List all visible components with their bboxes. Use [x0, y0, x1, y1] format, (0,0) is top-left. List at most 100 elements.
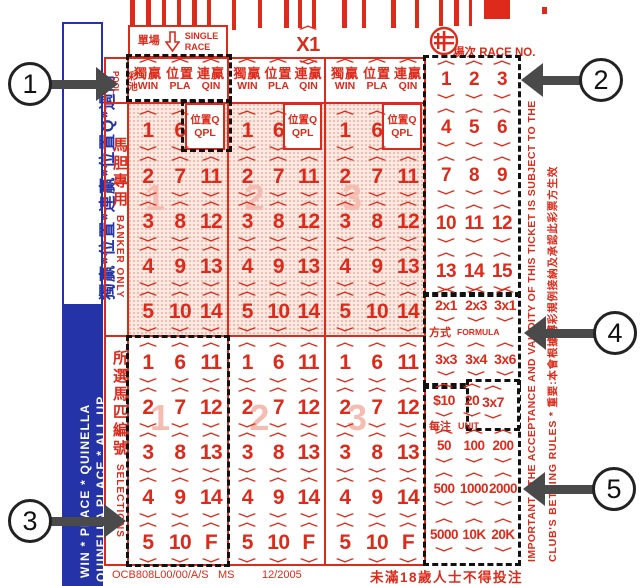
selection-number-cell[interactable]: 10: [260, 521, 296, 564]
formula-cell[interactable]: 3x1: [487, 287, 523, 323]
selection-number-cell[interactable]: 11: [193, 341, 229, 384]
selection-number-cell[interactable]: 1: [130, 341, 166, 384]
race-no-cell[interactable]: 14: [456, 251, 492, 292]
selection-number-cell[interactable]: 13: [390, 431, 426, 474]
banker-number-cell[interactable]: 10: [162, 290, 198, 333]
selection-number-cell[interactable]: 6: [162, 341, 198, 384]
selection-number-cell[interactable]: 4: [229, 476, 265, 519]
selection-number-cell[interactable]: 14: [390, 476, 426, 519]
race-no-cell[interactable]: 3: [484, 59, 520, 100]
unit-cell[interactable]: 100: [456, 428, 492, 464]
race-no-cell[interactable]: 11: [456, 203, 492, 244]
banker-number-cell[interactable]: 9: [359, 245, 395, 288]
pool-header-win[interactable]: 獨贏 WIN: [227, 57, 267, 93]
selection-number-cell[interactable]: 13: [193, 431, 229, 474]
selection-number-cell[interactable]: 8: [260, 431, 296, 474]
selection-number-cell[interactable]: 14: [291, 476, 327, 519]
banker-number-cell[interactable]: 6: [260, 109, 296, 152]
banker-number-cell[interactable]: 5: [130, 290, 166, 333]
selection-number-cell[interactable]: 5: [229, 521, 265, 564]
banker-number-cell[interactable]: 7: [260, 155, 296, 198]
race-no-cell[interactable]: 12: [484, 203, 520, 244]
banker-number-cell[interactable]: 1: [327, 109, 363, 152]
unit-cell[interactable]: 50: [426, 428, 462, 464]
banker-number-cell[interactable]: 4: [130, 245, 166, 288]
banker-number-cell[interactable]: 8: [162, 200, 198, 243]
selection-number-cell[interactable]: 2: [327, 386, 363, 429]
race-no-cell[interactable]: 8: [456, 155, 492, 196]
selection-number-cell[interactable]: 8: [359, 431, 395, 474]
unit-cell[interactable]: 20: [454, 382, 490, 418]
banker-number-cell[interactable]: 12: [291, 200, 327, 243]
selection-number-cell[interactable]: 4: [130, 476, 166, 519]
selection-number-cell[interactable]: 9: [359, 476, 395, 519]
selection-number-cell[interactable]: 7: [260, 386, 296, 429]
qpl-box[interactable]: 位置Q QPL: [283, 103, 322, 150]
formula-cell[interactable]: 2x1: [428, 287, 464, 323]
selection-number-cell[interactable]: 5: [327, 521, 363, 564]
formula-cell[interactable]: 3x6: [487, 341, 523, 377]
selection-number-cell[interactable]: 1: [327, 341, 363, 384]
unit-cell[interactable]: 10K: [456, 517, 492, 553]
formula-cell[interactable]: 2x3: [458, 287, 494, 323]
pool-header-pla[interactable]: 位置 PLA: [258, 57, 298, 93]
banker-number-cell[interactable]: 6: [359, 109, 395, 152]
banker-number-cell[interactable]: 5: [229, 290, 265, 333]
unit-cell[interactable]: $10: [426, 382, 462, 418]
qpl-box[interactable]: 位置Q QPL: [185, 103, 225, 150]
selection-number-cell[interactable]: F: [193, 521, 229, 564]
selection-number-cell[interactable]: 1: [229, 341, 265, 384]
unit-cell[interactable]: 2000: [485, 471, 521, 507]
selection-number-cell[interactable]: 12: [193, 386, 229, 429]
banker-number-cell[interactable]: 2: [229, 155, 265, 198]
banker-number-cell[interactable]: 12: [193, 200, 229, 243]
race-no-cell[interactable]: 4: [428, 107, 464, 148]
selection-number-cell[interactable]: 10: [359, 521, 395, 564]
banker-number-cell[interactable]: 13: [390, 245, 426, 288]
selection-number-cell[interactable]: 12: [390, 386, 426, 429]
race-no-cell[interactable]: 15: [484, 251, 520, 292]
banker-number-cell[interactable]: 6: [162, 109, 198, 152]
selection-number-cell[interactable]: 9: [260, 476, 296, 519]
unit-cell[interactable]: 200: [485, 428, 521, 464]
banker-number-cell[interactable]: 2: [327, 155, 363, 198]
banker-number-cell[interactable]: 10: [359, 290, 395, 333]
pool-header-qin[interactable]: 連贏 QIN: [388, 57, 428, 93]
banker-number-cell[interactable]: 9: [162, 245, 198, 288]
banker-number-cell[interactable]: 4: [327, 245, 363, 288]
banker-number-cell[interactable]: 3: [327, 200, 363, 243]
unit-cell[interactable]: 1000: [456, 471, 492, 507]
pool-header-pla[interactable]: 位置 PLA: [160, 57, 200, 93]
pool-header-win[interactable]: 獨贏 WIN: [325, 57, 365, 93]
unit-cell[interactable]: 20K: [485, 517, 521, 553]
pool-header-pla[interactable]: 位置 PLA: [357, 57, 397, 93]
banker-number-cell[interactable]: 12: [390, 200, 426, 243]
banker-number-cell[interactable]: 14: [390, 290, 426, 333]
banker-number-cell[interactable]: 11: [193, 155, 229, 198]
banker-number-cell[interactable]: 3: [229, 200, 265, 243]
race-no-cell[interactable]: 7: [428, 155, 464, 196]
formula-cell[interactable]: 3x7: [475, 384, 511, 420]
banker-number-cell[interactable]: 5: [327, 290, 363, 333]
selection-number-cell[interactable]: 2: [130, 386, 166, 429]
selection-number-cell[interactable]: 10: [162, 521, 198, 564]
selection-number-cell[interactable]: 8: [162, 431, 198, 474]
selection-number-cell[interactable]: 3: [229, 431, 265, 474]
banker-number-cell[interactable]: 14: [193, 290, 229, 333]
selection-number-cell[interactable]: 11: [390, 341, 426, 384]
selection-number-cell[interactable]: F: [390, 521, 426, 564]
selection-number-cell[interactable]: F: [291, 521, 327, 564]
selection-number-cell[interactable]: 7: [359, 386, 395, 429]
pool-header-win[interactable]: 獨贏 WIN: [128, 57, 168, 93]
banker-number-cell[interactable]: 8: [359, 200, 395, 243]
formula-cell[interactable]: 3x3: [428, 341, 464, 377]
qpl-box[interactable]: 位置Q QPL: [382, 103, 422, 150]
banker-number-cell[interactable]: 7: [162, 155, 198, 198]
selection-number-cell[interactable]: 9: [162, 476, 198, 519]
banker-number-cell[interactable]: 11: [291, 155, 327, 198]
selection-number-cell[interactable]: 7: [162, 386, 198, 429]
formula-cell[interactable]: 3x4: [458, 341, 494, 377]
selection-number-cell[interactable]: 2: [229, 386, 265, 429]
banker-number-cell[interactable]: 1: [130, 109, 166, 152]
race-no-cell[interactable]: 2: [456, 59, 492, 100]
